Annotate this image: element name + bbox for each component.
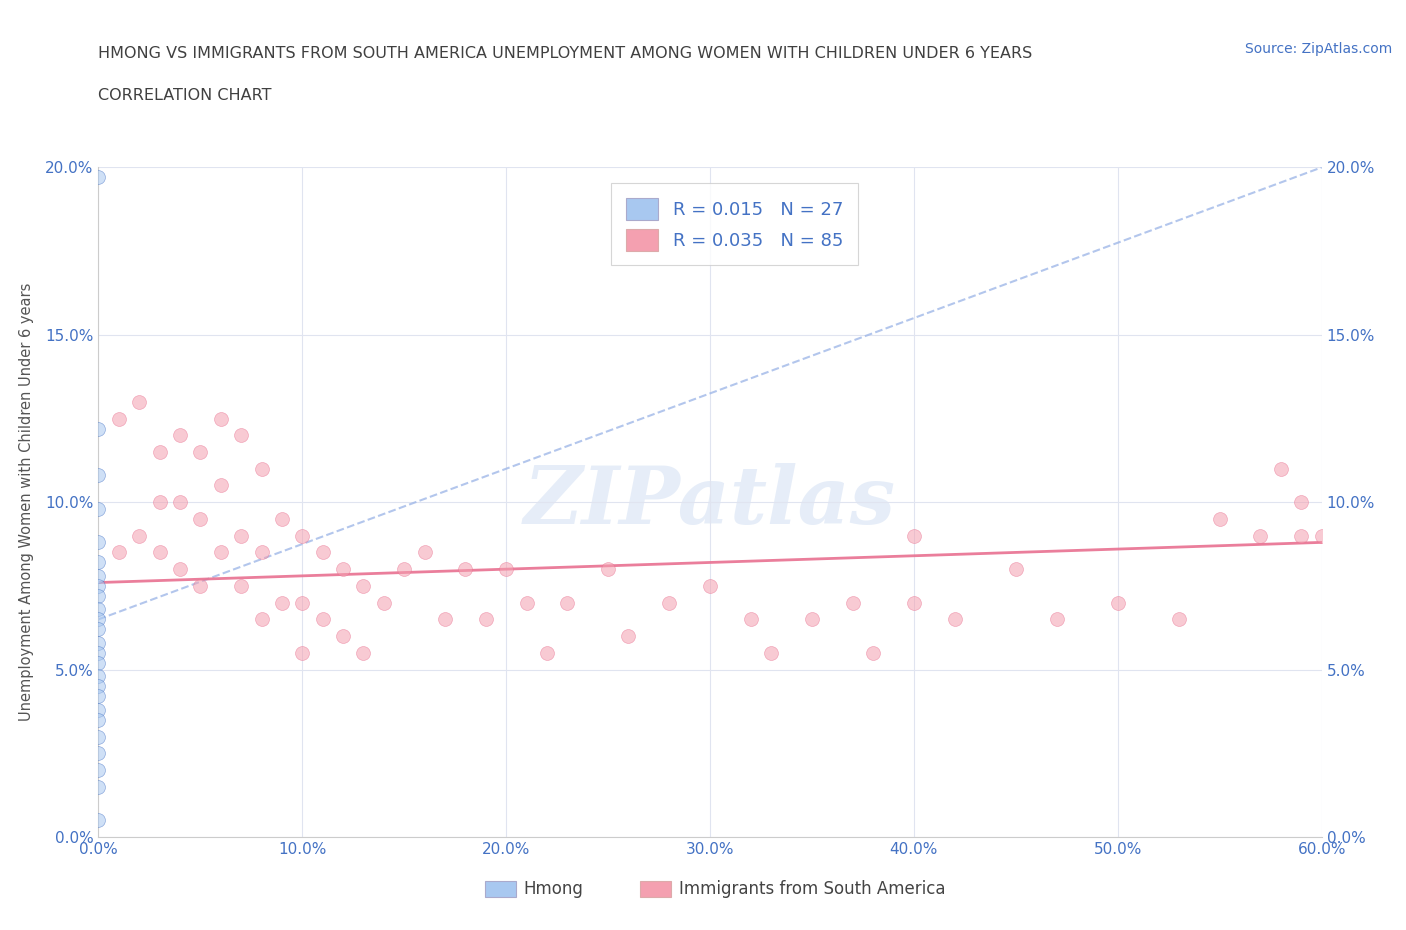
Point — [87, 568, 110, 583]
Point — [87, 746, 110, 761]
Point — [1045, 612, 1069, 627]
Point — [87, 779, 110, 794]
Text: CORRELATION CHART: CORRELATION CHART — [98, 88, 271, 103]
Point — [87, 501, 110, 516]
Point — [250, 612, 273, 627]
Point — [149, 545, 172, 560]
Point — [536, 645, 558, 660]
Point — [903, 528, 925, 543]
Point — [87, 468, 110, 483]
Point — [740, 612, 762, 627]
Legend: R = 0.015   N = 27, R = 0.035   N = 85: R = 0.015 N = 27, R = 0.035 N = 85 — [612, 183, 858, 265]
Point — [332, 562, 354, 577]
Text: Source: ZipAtlas.com: Source: ZipAtlas.com — [1244, 42, 1392, 56]
Point — [352, 578, 374, 593]
Text: ZIPatlas: ZIPatlas — [524, 463, 896, 541]
Point — [699, 578, 721, 593]
Point — [87, 763, 110, 777]
Point — [1270, 461, 1292, 476]
Point — [862, 645, 884, 660]
Point — [312, 612, 335, 627]
Point — [454, 562, 477, 577]
Point — [87, 813, 110, 828]
Point — [231, 428, 253, 443]
Point — [87, 656, 110, 671]
Point — [373, 595, 395, 610]
Point — [87, 602, 110, 617]
Point — [87, 589, 110, 604]
Point — [169, 428, 191, 443]
Point — [617, 629, 640, 644]
Point — [231, 578, 253, 593]
Point — [495, 562, 517, 577]
Point — [392, 562, 416, 577]
Point — [943, 612, 966, 627]
Point — [209, 478, 232, 493]
Point — [188, 445, 212, 459]
Point — [87, 535, 110, 550]
Point — [352, 645, 374, 660]
Point — [87, 645, 110, 660]
Point — [87, 712, 110, 727]
Point — [149, 495, 172, 510]
Point — [1107, 595, 1129, 610]
Point — [1167, 612, 1189, 627]
Point — [434, 612, 457, 627]
Point — [413, 545, 436, 560]
Point — [332, 629, 354, 644]
Point — [1310, 528, 1333, 543]
Text: HMONG VS IMMIGRANTS FROM SOUTH AMERICA UNEMPLOYMENT AMONG WOMEN WITH CHILDREN UN: HMONG VS IMMIGRANTS FROM SOUTH AMERICA U… — [98, 46, 1032, 61]
Point — [270, 595, 294, 610]
Text: Immigrants from South America: Immigrants from South America — [679, 880, 946, 898]
Point — [516, 595, 538, 610]
Point — [1209, 512, 1232, 526]
Point — [87, 622, 110, 637]
Point — [169, 562, 191, 577]
Point — [87, 689, 110, 704]
Point — [1004, 562, 1026, 577]
Point — [270, 512, 294, 526]
Point — [149, 445, 172, 459]
Point — [474, 612, 498, 627]
Point — [87, 729, 110, 744]
Point — [841, 595, 863, 610]
Point — [87, 612, 110, 627]
Point — [1249, 528, 1271, 543]
Point — [87, 635, 110, 650]
Point — [231, 528, 253, 543]
Point — [188, 512, 212, 526]
Point — [87, 669, 110, 684]
Point — [87, 555, 110, 570]
Point — [209, 545, 232, 560]
Point — [87, 578, 110, 593]
Point — [761, 645, 783, 660]
Point — [128, 528, 150, 543]
Y-axis label: Unemployment Among Women with Children Under 6 years: Unemployment Among Women with Children U… — [20, 283, 34, 722]
Text: Hmong: Hmong — [523, 880, 583, 898]
Point — [209, 411, 232, 426]
Point — [87, 421, 110, 436]
Point — [658, 595, 681, 610]
Point — [291, 528, 314, 543]
Point — [250, 461, 273, 476]
Point — [128, 394, 150, 409]
Point — [291, 595, 314, 610]
Point — [87, 170, 110, 185]
Point — [598, 562, 620, 577]
Point — [87, 679, 110, 694]
Point — [188, 578, 212, 593]
Point — [87, 702, 110, 717]
Point — [291, 645, 314, 660]
Point — [312, 545, 335, 560]
Point — [1291, 495, 1313, 510]
Point — [108, 545, 131, 560]
Point — [801, 612, 824, 627]
Point — [250, 545, 273, 560]
Point — [1291, 528, 1313, 543]
Point — [108, 411, 131, 426]
Point — [903, 595, 925, 610]
Point — [169, 495, 191, 510]
Point — [557, 595, 579, 610]
